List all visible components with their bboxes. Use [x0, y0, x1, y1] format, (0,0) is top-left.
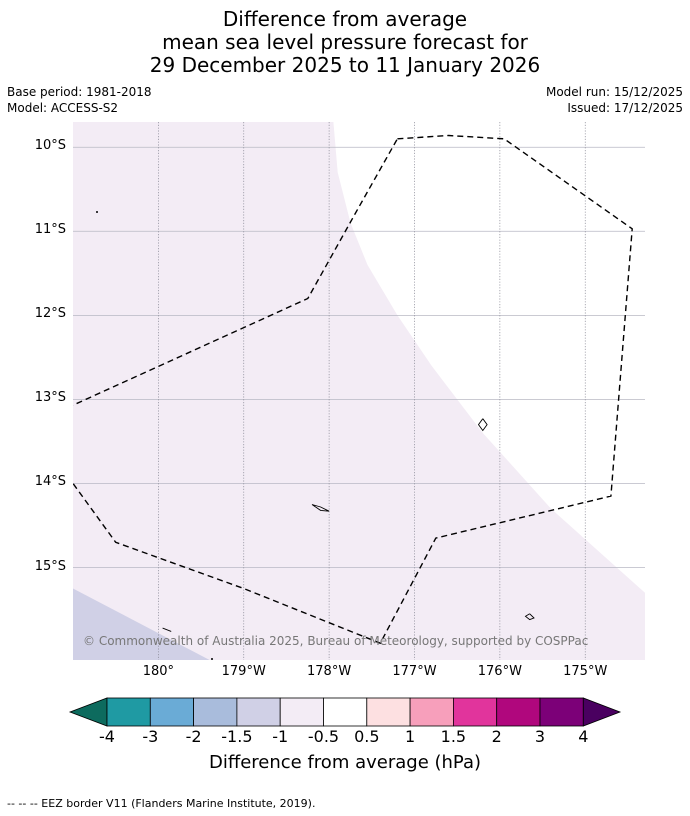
colorbar-bin: [193, 697, 238, 727]
island-2: [477, 418, 488, 432]
lat-tick-label: 12°S: [34, 306, 66, 322]
title-line-2: mean sea level pressure forecast for: [162, 30, 528, 54]
colorbar-tick-label: 0.5: [354, 727, 380, 746]
colorbar-bin: [279, 697, 324, 727]
colorbar: [68, 697, 622, 727]
lat-tick-label: 10°S: [34, 138, 66, 154]
model-name: Model: ACCESS-S2: [7, 101, 119, 115]
colorbar-tick-label: 3: [534, 727, 546, 746]
title-line-1: Difference from average: [222, 7, 468, 31]
colorbar-bin: [496, 697, 541, 727]
island-1: [311, 504, 330, 512]
meta-right: Model run: 15/12/2025 Issued: 17/12/2025: [546, 84, 683, 116]
colorbar-bin: [452, 697, 498, 727]
lat-tick-label: 15°S: [34, 558, 66, 574]
lat-tick-label: 13°S: [34, 390, 66, 406]
lon-tick-label: 180°: [142, 664, 175, 679]
colorbar-tick-label: 4: [578, 727, 589, 746]
lon-tick-label: 179°W: [221, 664, 266, 679]
colorbar-tick-label: -4: [99, 727, 115, 746]
colorbar-bin: [539, 697, 584, 727]
title-line-3: 29 December 2025 to 11 January 2026: [149, 53, 541, 77]
colorbar-tick-label: 1: [405, 727, 416, 746]
colorbar-tick-label: -1: [272, 727, 289, 746]
lon-tick-label: 178°W: [307, 664, 352, 679]
colorbar-bin: [106, 697, 151, 727]
colorbar-bin: [323, 697, 368, 727]
colorbar-title: Difference from average (hPa): [208, 752, 482, 773]
copyright-text: © Commonwealth of Australia 2025, Bureau…: [83, 634, 588, 648]
colorbar-extend-low: [68, 697, 108, 727]
eez-border: [73, 134, 633, 645]
map-title: Difference from average mean sea level p…: [0, 8, 690, 77]
island-dot: [96, 211, 98, 213]
colorbar-bin: [366, 697, 411, 727]
anomaly-region-1: [73, 122, 645, 660]
lon-tick-label: 177°W: [392, 664, 437, 679]
colorbar-tick-label: 1.5: [440, 727, 467, 746]
colorbar-tick-label: -0.5: [307, 727, 340, 746]
colorbar-bin: [409, 697, 454, 727]
map-plot-area: © Commonwealth of Australia 2025, Bureau…: [73, 122, 645, 660]
eez-legend-note: -- -- -- EEZ border V11 (Flanders Marine…: [7, 797, 316, 810]
island-dot-south: [211, 658, 213, 660]
colorbar-tick-label: -1.5: [221, 727, 253, 746]
lon-tick-label: 176°W: [477, 664, 522, 679]
island-4: [162, 627, 172, 632]
colorbar-bin: [149, 697, 195, 727]
colorbar-tick-label: -2: [185, 727, 202, 746]
colorbar-tick-label: 2: [491, 727, 502, 746]
map-canvas: © Commonwealth of Australia 2025, Bureau…: [73, 122, 645, 660]
base-period: Base period: 1981-2018: [7, 85, 152, 99]
meta-left: Base period: 1981-2018 Model: ACCESS-S2: [7, 84, 152, 116]
model-run: Model run: 15/12/2025: [545, 85, 683, 99]
anomaly-region-2: [73, 588, 210, 660]
lat-tick-label: 11°S: [34, 222, 66, 238]
issued-date: Issued: 17/12/2025: [567, 101, 683, 115]
lat-tick-label: 14°S: [34, 474, 66, 490]
colorbar-extend-high: [582, 697, 622, 727]
island-3: [524, 613, 535, 621]
colorbar-tick-label: -3: [142, 727, 159, 746]
colorbar-bin: [236, 697, 281, 727]
lon-tick-label: 175°W: [563, 664, 608, 679]
